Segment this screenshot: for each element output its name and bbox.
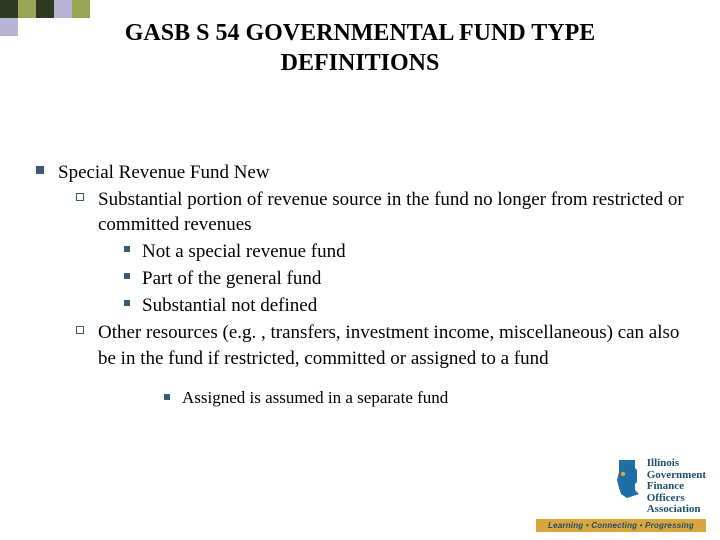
bullet-level-3: Part of the general fund bbox=[124, 266, 692, 291]
deco-square bbox=[72, 0, 90, 18]
hollow-square-bullet-icon bbox=[76, 187, 98, 201]
bullet-level-2: Other resources (e.g. , transfers, inves… bbox=[76, 320, 692, 370]
square-bullet-icon bbox=[124, 239, 142, 252]
bullet-level-3: Substantial not defined bbox=[124, 293, 692, 318]
logo-tagline: Learning • Connecting • Progressing bbox=[536, 519, 706, 532]
square-bullet-icon bbox=[164, 387, 182, 400]
title-line-1: GASB S 54 GOVERNMENTAL FUND TYPE bbox=[125, 20, 596, 46]
deco-square bbox=[36, 0, 54, 18]
bullet-level-3: Not a special revenue fund bbox=[124, 239, 692, 264]
deco-square bbox=[18, 0, 36, 18]
slide-body: Special Revenue Fund New Substantial por… bbox=[36, 160, 692, 411]
square-bullet-icon bbox=[36, 160, 58, 174]
bullet-text: Assigned is assumed in a separate fund bbox=[182, 387, 448, 409]
bullet-text: Special Revenue Fund New bbox=[58, 160, 270, 185]
square-bullet-icon bbox=[124, 293, 142, 306]
bullet-text: Other resources (e.g. , transfers, inves… bbox=[98, 320, 692, 370]
illinois-state-icon bbox=[615, 458, 641, 500]
igfoa-logo: Illinois Government Finance Officers Ass… bbox=[536, 458, 706, 532]
bullet-text: Part of the general fund bbox=[142, 266, 321, 291]
bullet-text: Substantial portion of revenue source in… bbox=[98, 187, 692, 237]
bullet-text: Substantial not defined bbox=[142, 293, 317, 318]
bullet-level-2: Substantial portion of revenue source in… bbox=[76, 187, 692, 237]
bullet-level-4: Assigned is assumed in a separate fund bbox=[164, 387, 692, 409]
square-bullet-icon bbox=[124, 266, 142, 279]
bullet-level-1: Special Revenue Fund New bbox=[36, 160, 692, 185]
deco-square bbox=[54, 0, 72, 18]
deco-square bbox=[0, 0, 18, 18]
hollow-square-bullet-icon bbox=[76, 320, 98, 334]
bullet-text: Not a special revenue fund bbox=[142, 239, 346, 264]
title-line-2: DEFINITIONS bbox=[281, 50, 440, 76]
logo-text: Illinois Government Finance Officers Ass… bbox=[647, 458, 706, 516]
slide-title: GASB S 54 GOVERNMENTAL FUND TYPE DEFINIT… bbox=[0, 18, 720, 78]
logo-line: Association bbox=[647, 504, 706, 516]
